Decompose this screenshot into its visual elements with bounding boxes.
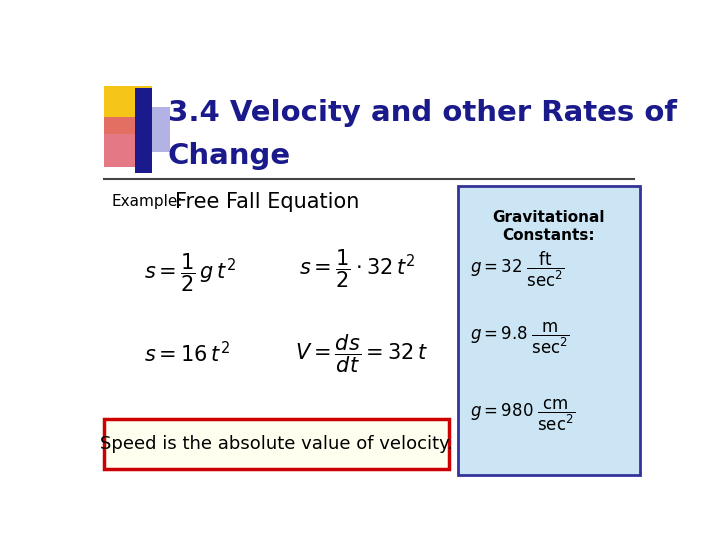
Text: Gravitational
Constants:: Gravitational Constants: [492,210,605,243]
Bar [104,117,147,167]
Bar [104,86,152,134]
Text: Example:: Example: [112,194,183,210]
Bar [458,186,640,475]
Text: Change: Change [168,141,291,170]
Text: $s = 16\,t^2$: $s = 16\,t^2$ [144,341,230,366]
Text: Speed is the absolute value of velocity.: Speed is the absolute value of velocity. [99,435,452,453]
Text: $s = \dfrac{1}{2} \cdot 32\,t^2$: $s = \dfrac{1}{2} \cdot 32\,t^2$ [300,248,416,290]
Text: $V = \dfrac{ds}{dt} = 32\,t$: $V = \dfrac{ds}{dt} = 32\,t$ [295,332,428,375]
Text: Free Fall Equation: Free Fall Equation [175,192,359,212]
Text: $g = 32\;\dfrac{\rm ft}{\rm sec^2}$: $g = 32\;\dfrac{\rm ft}{\rm sec^2}$ [469,249,564,288]
Bar [135,88,152,173]
Bar [104,419,449,469]
Text: 3.4 Velocity and other Rates of: 3.4 Velocity and other Rates of [168,98,677,126]
Text: $g = 980\;\dfrac{\rm cm}{\rm sec^2}$: $g = 980\;\dfrac{\rm cm}{\rm sec^2}$ [469,397,575,433]
Text: $g = 9.8\;\dfrac{\rm m}{\rm sec^2}$: $g = 9.8\;\dfrac{\rm m}{\rm sec^2}$ [469,321,570,356]
Bar [143,107,170,152]
Text: $s = \dfrac{1}{2}\,g\,t^2$: $s = \dfrac{1}{2}\,g\,t^2$ [144,252,236,294]
